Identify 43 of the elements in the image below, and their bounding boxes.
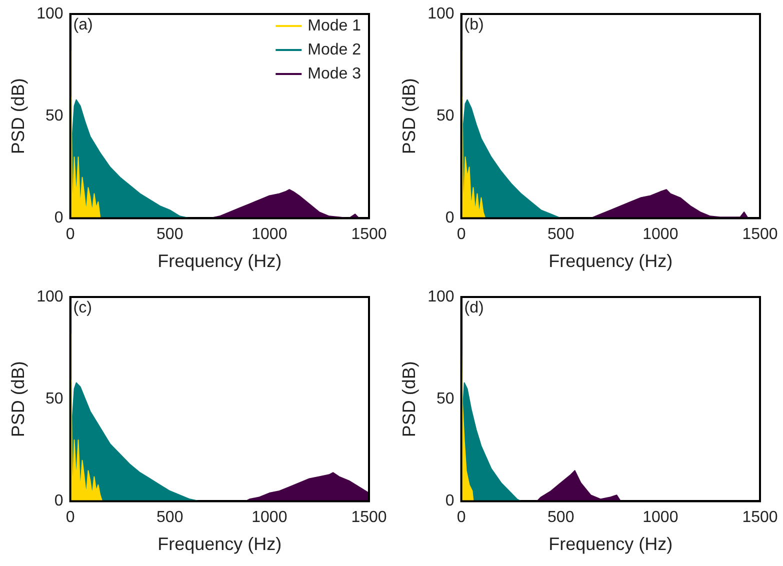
- y-axis-title: PSD (dB): [8, 361, 28, 438]
- x-tick-label: 1000: [642, 509, 678, 526]
- legend-label: Mode 3: [308, 65, 362, 82]
- x-tick-label: 1000: [252, 226, 288, 244]
- y-tick-label: 0: [54, 210, 64, 227]
- x-axis-title: Frequency (Hz): [548, 534, 673, 554]
- x-tick-label: 1500: [742, 509, 778, 526]
- x-tick-label: 0: [66, 509, 75, 526]
- x-tick-label: 1000: [252, 509, 288, 526]
- y-tick-label: 50: [46, 108, 64, 125]
- legend-label: Mode 2: [308, 41, 362, 58]
- annotation: (c): [73, 299, 92, 316]
- x-tick-label: 500: [548, 509, 574, 526]
- y-tick-label: 0: [445, 492, 454, 510]
- y-tick-label: 50: [436, 108, 454, 125]
- annotation: (d): [464, 299, 484, 316]
- x-tick-label: 1500: [351, 226, 387, 244]
- y-tick-label: 100: [36, 288, 64, 306]
- y-tick-label: 100: [428, 288, 454, 306]
- x-tick-label: 0: [456, 226, 466, 244]
- y-tick-label: 100: [36, 5, 64, 22]
- y-axis-title: PSD (dB): [398, 78, 419, 154]
- x-tick-label: 500: [548, 226, 574, 244]
- annotation: (a): [73, 16, 93, 34]
- annotation: (b): [464, 16, 484, 34]
- y-tick-label: 0: [54, 492, 64, 510]
- x-tick-label: 0: [456, 509, 466, 526]
- y-tick-label: 0: [445, 210, 454, 227]
- y-axis-title: PSD (dB): [8, 78, 28, 154]
- x-axis-title: Frequency (Hz): [158, 534, 282, 554]
- x-tick-label: 0: [66, 226, 75, 244]
- x-tick-label: 1500: [742, 226, 778, 244]
- legend-label: Mode 1: [308, 17, 362, 34]
- y-tick-label: 50: [436, 390, 454, 408]
- x-axis-title: Frequency (Hz): [158, 251, 282, 272]
- y-tick-label: 100: [428, 5, 454, 22]
- x-tick-label: 500: [156, 509, 184, 526]
- y-axis-title: PSD (dB): [398, 361, 419, 438]
- x-tick-label: 500: [156, 226, 184, 244]
- y-tick-label: 50: [46, 390, 64, 408]
- x-tick-label: 1500: [351, 509, 387, 526]
- x-axis-title: Frequency (Hz): [548, 251, 673, 272]
- x-tick-label: 1000: [642, 226, 678, 244]
